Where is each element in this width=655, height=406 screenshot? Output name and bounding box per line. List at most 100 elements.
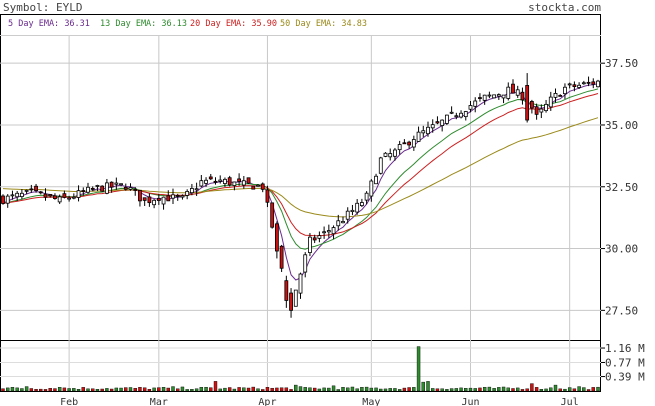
candle [19,189,24,200]
volume-bar [350,386,355,392]
candle [506,82,511,101]
candle [90,186,95,192]
candle [265,185,270,208]
candle [534,103,539,120]
volume-bar [284,387,289,392]
volume-bar [152,387,156,392]
volume-bar [303,387,307,392]
candle [241,176,246,189]
candle [482,94,487,105]
volume-bar [317,388,322,392]
volume-bar [67,388,71,392]
candle [341,216,345,224]
candle [232,181,237,191]
candle [279,244,284,272]
volume-bar [355,388,359,392]
volume-bar [161,387,166,392]
volume-bar [440,388,444,392]
volume-bar [180,386,185,392]
candle [189,183,194,196]
candle [114,177,119,190]
candle [34,183,38,193]
candle [166,190,171,202]
price-tick-label: 27.50 [605,304,638,317]
candle [24,189,29,195]
volume-bar [265,387,270,392]
volume-bar [43,389,48,392]
volume-bar [213,381,218,392]
volume-bar [327,387,331,392]
candle [260,182,265,193]
volume-bar [142,387,147,392]
candle [487,91,492,99]
candle [152,199,157,209]
volume-bar [388,388,392,392]
volume-bars [1,346,600,392]
volume-bar [435,388,440,392]
volume-bar [227,387,232,392]
volume-bar [119,387,123,392]
volume-bar [289,389,293,392]
candle [104,178,109,195]
candle [308,233,312,257]
candle [48,194,53,198]
candle [397,140,402,155]
candle [539,104,544,119]
volume-bar [279,387,284,392]
volume-bar [1,388,5,392]
volume-tick-label: 0.39 M [605,371,645,384]
ema5-value: 36.31 [64,19,90,29]
volume-bar [34,388,38,392]
candle [421,125,426,137]
candle [312,234,317,244]
candle [383,152,388,158]
volume-bar [393,388,397,392]
candle [407,140,412,149]
volume-bar [81,387,85,392]
volume-bar [530,383,534,392]
volume-bar [100,388,104,392]
volume-bar [591,387,595,392]
ema50-legend: 50 Day EMA: 34.83 [280,19,367,29]
candle [171,188,175,205]
volume-bar [520,389,525,392]
volume-bar [76,389,81,392]
volume-bar [133,388,137,392]
candle [572,81,577,92]
candle [147,193,152,207]
volume-bar [454,388,459,392]
volume-bar [6,387,10,392]
volume-bar [20,388,24,392]
candle [1,194,5,205]
candle [591,78,596,89]
month-tick-label: Jun [461,397,479,406]
candle [274,221,279,259]
candle [86,182,90,194]
candle [43,188,48,201]
candle [435,116,440,125]
volume-bar [232,388,237,392]
candle [501,94,506,104]
volume-bar [157,387,161,392]
candle [411,135,416,151]
candle [558,94,563,97]
candle [350,204,355,216]
volume-bar [39,388,43,392]
volume-bar [511,388,515,392]
month-tick-label: Feb [60,397,78,406]
candle [520,87,525,105]
volume-bar [223,387,227,392]
volume-bar [166,387,170,392]
candle [478,93,482,102]
candle [38,190,43,195]
candle [5,194,10,208]
candle [444,114,449,126]
candle [345,207,350,224]
volume-bar [86,388,90,392]
volume-bar [464,388,468,392]
candle [246,177,251,185]
volume-bar [251,386,255,392]
volume-bar [237,387,241,392]
candle [364,191,369,205]
candle [440,119,445,132]
